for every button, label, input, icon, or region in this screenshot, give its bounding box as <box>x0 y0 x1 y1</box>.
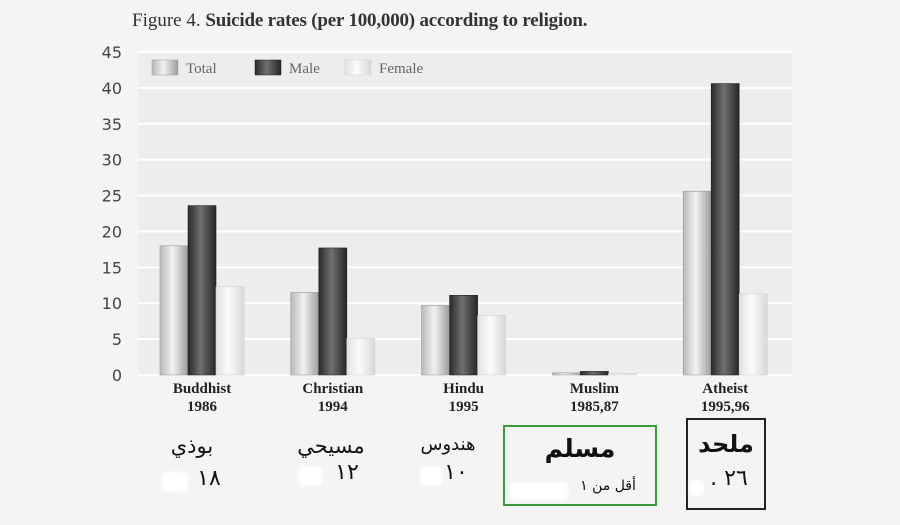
redaction-patch <box>420 466 442 486</box>
x-axis-labels: Buddhist 1986 Christian 1994 Hindu 1995 Muslim… <box>173 381 750 415</box>
legend-label-female: Female <box>379 61 423 77</box>
x-category-label: Christian <box>302 381 364 397</box>
bar-male-atheist <box>710 83 740 376</box>
y-tick-label: 30 <box>102 151 122 170</box>
muslim-highlight-box <box>503 425 657 506</box>
bar-female-hindu <box>477 315 506 376</box>
x-category-year: 1995 <box>449 399 479 415</box>
bars <box>159 83 768 376</box>
x-category-year: 1994 <box>318 399 349 415</box>
redaction-patch <box>510 482 568 500</box>
y-tick-label: 35 <box>102 115 122 134</box>
annotation-name-christian: مسيحي <box>297 434 365 458</box>
y-tick-label: 45 <box>102 43 122 62</box>
x-category-year: 1985,87 <box>570 399 619 415</box>
legend-label-male: Male <box>289 61 320 77</box>
redaction-patch <box>298 466 322 486</box>
bar-total-atheist <box>682 190 712 376</box>
annotation-rate-christian: ١٢ <box>335 460 359 485</box>
annotation-rate-buddhist: ١٨ <box>197 466 221 491</box>
bar-female-christian <box>346 338 376 376</box>
annotation-rate-hindu: ١٠ <box>444 460 468 485</box>
bar-total-hindu <box>421 305 450 376</box>
annotation-name-muslim: مسلم <box>544 434 616 463</box>
x-category-label: Buddhist <box>173 381 231 397</box>
annotation-name-buddhist: بوذي <box>170 434 214 458</box>
redaction-patch <box>690 480 704 496</box>
bar-female-atheist <box>738 293 768 376</box>
atheist-highlight-box <box>686 418 766 510</box>
chart-title: Figure 4. Suicide rates (per 100,000) ac… <box>132 10 587 32</box>
bar-total-buddhist <box>159 245 189 376</box>
y-tick-label: 10 <box>102 294 122 313</box>
y-tick-label: 25 <box>102 187 122 206</box>
x-category-label: Muslim <box>570 381 620 397</box>
legend-swatch-male <box>254 59 282 76</box>
bar-male-hindu <box>449 295 478 376</box>
x-category-label: Atheist <box>702 381 748 397</box>
x-category-year: 1986 <box>187 399 218 415</box>
annotation-name-atheist: ملحد <box>698 430 754 458</box>
legend-swatch-total <box>151 59 179 76</box>
y-tick-label: 5 <box>112 330 122 349</box>
bar-female-muslim <box>608 373 637 376</box>
bar-male-muslim <box>580 371 609 376</box>
bar-male-christian <box>318 247 348 376</box>
bar-total-christian <box>290 292 320 376</box>
annotation-rate-muslim: أقل من ١ <box>580 478 636 494</box>
y-tick-label: 15 <box>102 258 122 277</box>
annotation-rate-atheist: ٢٦ . <box>710 466 748 491</box>
legend-swatch-female <box>344 59 372 76</box>
y-tick-label: 40 <box>102 79 122 98</box>
y-tick-label: 20 <box>102 222 122 241</box>
annotation-name-hindu: هندوس <box>420 434 476 455</box>
y-axis-ticks: 0 5 10 15 20 25 30 35 40 45 <box>102 43 122 385</box>
x-category-year: 1995,96 <box>701 399 750 415</box>
figure-caption: Suicide rates (per 100,000) according to… <box>205 10 588 31</box>
y-tick-label: 0 <box>112 366 122 385</box>
legend: Total Male Female <box>151 59 423 77</box>
figure-number: Figure 4. <box>132 10 201 31</box>
x-category-label: Hindu <box>443 381 484 397</box>
bar-male-buddhist <box>187 205 217 376</box>
bar-female-buddhist <box>215 286 245 376</box>
bar-total-muslim <box>552 372 581 376</box>
redaction-patch <box>162 472 188 492</box>
legend-label-total: Total <box>186 61 217 77</box>
